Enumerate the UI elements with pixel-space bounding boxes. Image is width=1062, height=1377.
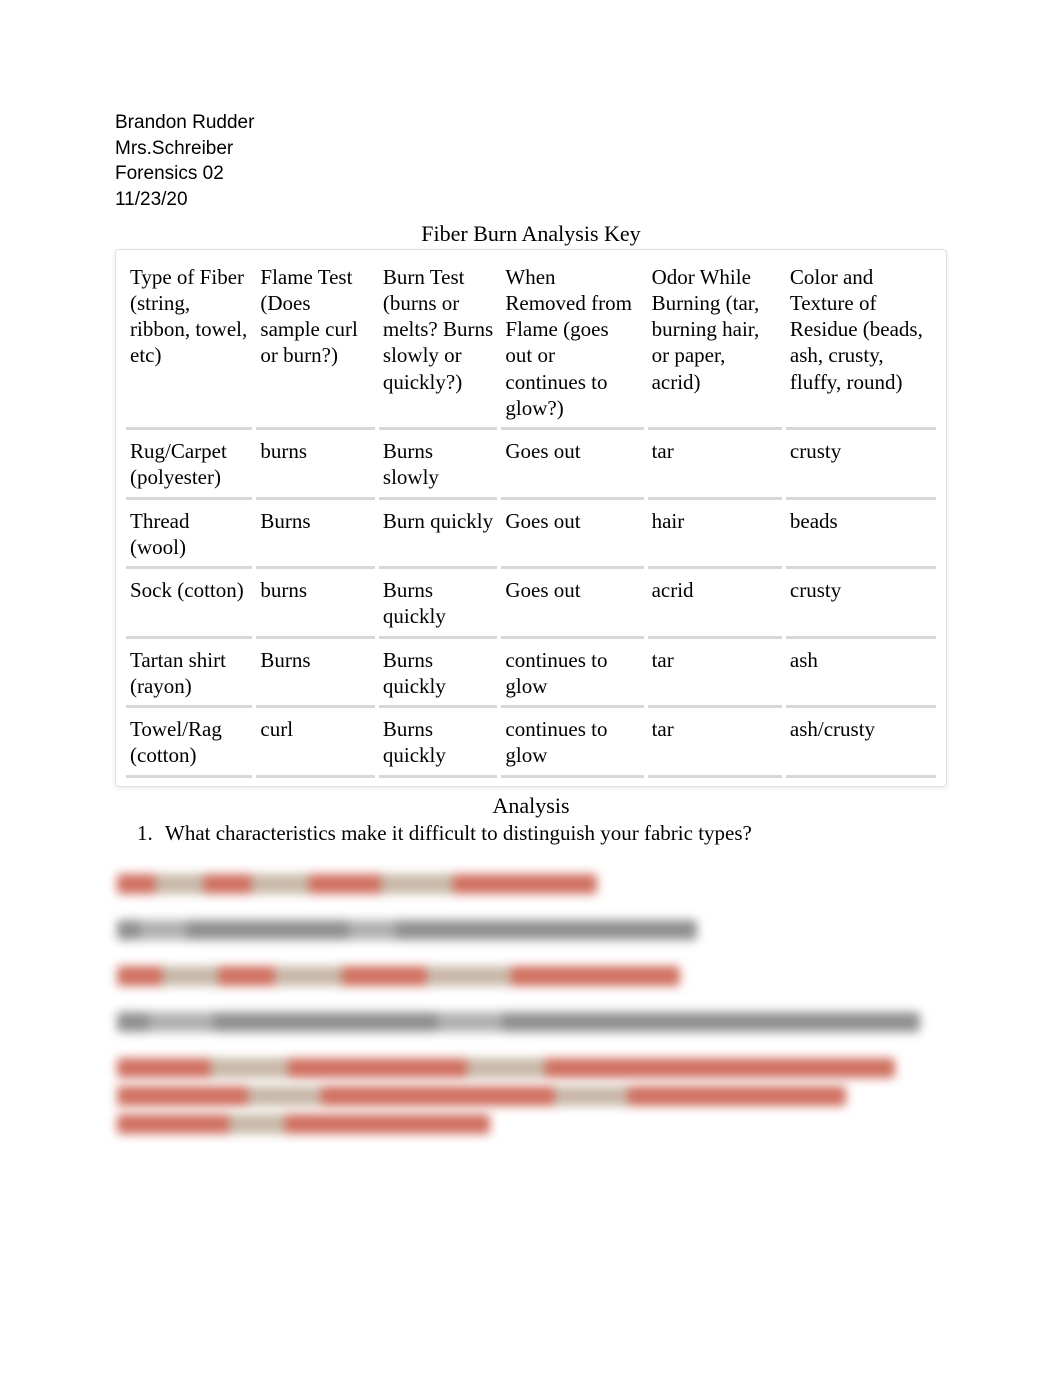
header-line-date: 11/23/20 [115, 187, 947, 213]
table-cell: Towel/Rag (cotton) [126, 714, 252, 778]
table-cell: continues to glow [501, 645, 643, 709]
blurred-line [117, 1058, 895, 1078]
analysis-heading: Analysis [115, 793, 947, 819]
table-row: Tartan shirt (rayon)BurnsBurns quicklyco… [126, 645, 936, 709]
table-header-cell: Flame Test (Does sample curl or burn?) [256, 262, 375, 431]
table-cell: Burn quickly [379, 506, 498, 570]
table-row: Rug/Carpet (polyester)burnsBurns slowlyG… [126, 436, 936, 500]
table-header-cell: Color and Texture of Residue (beads, ash… [786, 262, 936, 431]
document-title: Fiber Burn Analysis Key [115, 221, 947, 247]
table-cell: burns [256, 575, 375, 639]
table-row: Thread (wool)BurnsBurn quicklyGoes outha… [126, 506, 936, 570]
blurred-content [115, 874, 947, 1134]
fiber-burn-table: Type of Fiber (string, ribbon, towel, et… [122, 256, 940, 784]
header-line-class: Forensics 02 [115, 161, 947, 187]
header-line-name: Brandon Rudder [115, 110, 947, 136]
table-header-cell: Odor While Burning (tar, burning hair, o… [648, 262, 782, 431]
blurred-line [117, 966, 680, 986]
table-header-row: Type of Fiber (string, ribbon, towel, et… [126, 262, 936, 431]
table-header-cell: Type of Fiber (string, ribbon, towel, et… [126, 262, 252, 431]
blurred-line [117, 1114, 490, 1134]
table-header-cell: Burn Test (burns or melts? Burns slowly … [379, 262, 498, 431]
document-header: Brandon Rudder Mrs.Schreiber Forensics 0… [115, 110, 947, 213]
table-cell: beads [786, 506, 936, 570]
table-cell: Tartan shirt (rayon) [126, 645, 252, 709]
table-cell: Burns [256, 645, 375, 709]
blurred-line [117, 920, 697, 940]
table-cell: Sock (cotton) [126, 575, 252, 639]
question-number: 1. [137, 821, 165, 846]
table-cell: Burns [256, 506, 375, 570]
table-cell: Burns quickly [379, 714, 498, 778]
table-cell: burns [256, 436, 375, 500]
table-cell: hair [648, 506, 782, 570]
table-cell: tar [648, 645, 782, 709]
table-cell: crusty [786, 436, 936, 500]
table-cell: Thread (wool) [126, 506, 252, 570]
table-cell: Burns slowly [379, 436, 498, 500]
table-cell: acrid [648, 575, 782, 639]
table-cell: Goes out [501, 506, 643, 570]
table-cell: tar [648, 436, 782, 500]
table-cell: ash [786, 645, 936, 709]
blurred-line [117, 1086, 846, 1106]
table-cell: ash/crusty [786, 714, 936, 778]
table-cell: Rug/Carpet (polyester) [126, 436, 252, 500]
table-cell: Burns quickly [379, 645, 498, 709]
table-cell: tar [648, 714, 782, 778]
table-cell: Burns quickly [379, 575, 498, 639]
table-header-cell: When Removed from Flame (goes out or con… [501, 262, 643, 431]
table-cell: Goes out [501, 575, 643, 639]
table-row: Sock (cotton)burnsBurns quicklyGoes outa… [126, 575, 936, 639]
table-row: Towel/Rag (cotton)curlBurns quicklyconti… [126, 714, 936, 778]
question-text: What characteristics make it difficult t… [165, 821, 947, 846]
table-cell: Goes out [501, 436, 643, 500]
blurred-line [117, 874, 597, 894]
header-line-teacher: Mrs.Schreiber [115, 136, 947, 162]
table-cell: curl [256, 714, 375, 778]
question-1: 1. What characteristics make it difficul… [137, 821, 947, 846]
table-cell: continues to glow [501, 714, 643, 778]
table-cell: crusty [786, 575, 936, 639]
blurred-line [117, 1012, 920, 1032]
fiber-table-wrapper: Type of Fiber (string, ribbon, towel, et… [115, 249, 947, 787]
